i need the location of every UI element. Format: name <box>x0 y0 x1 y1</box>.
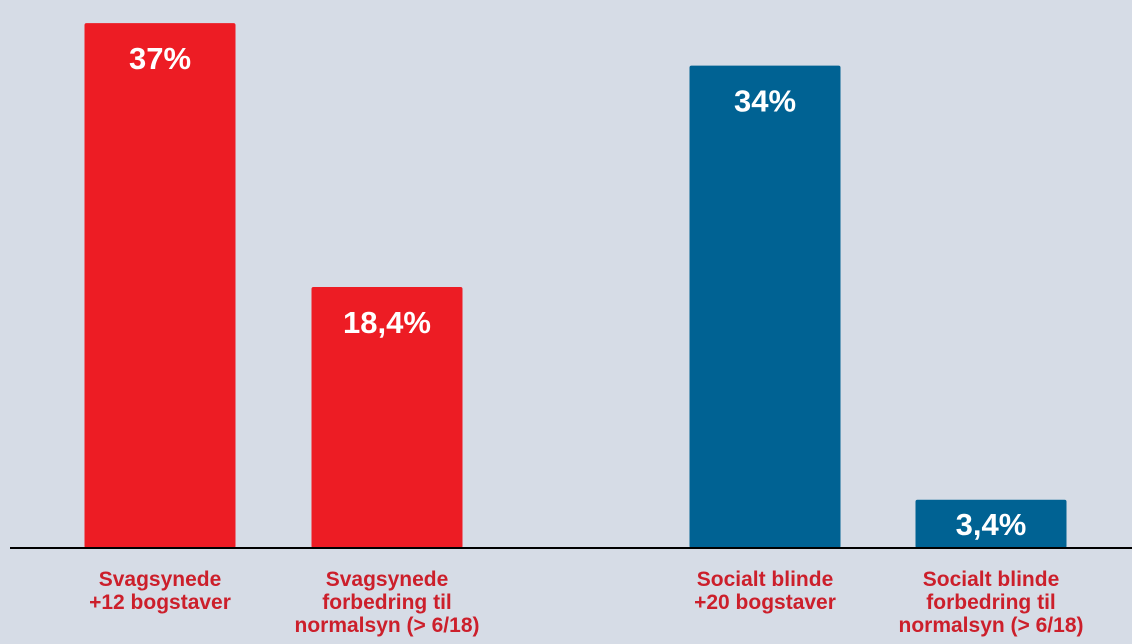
bar-value-label-1: 37% <box>129 41 191 76</box>
category-label-line: normalsyn (> 6/18) <box>899 614 1084 637</box>
category-label-line: Socialt blinde <box>697 568 834 591</box>
bar-value-label-4: 3,4% <box>956 507 1027 542</box>
bars-layer <box>84 23 1067 549</box>
bar-value-label-3: 34% <box>734 84 796 119</box>
category-label-4: Socialt blinde forbedring til normalsyn (>… <box>899 568 1084 637</box>
value-labels-layer: 37% 18,4% 34% 3,4% <box>129 41 1026 542</box>
bar-4 <box>915 499 1067 548</box>
category-label-2: Svagsynede forbedring til normalsyn (> 6/1… <box>295 568 480 637</box>
bar-1 <box>84 23 236 549</box>
category-label-3: Socialt blinde +20 bogstaver <box>694 568 836 614</box>
bar-2 <box>311 286 463 548</box>
category-label-line: forbedring til <box>926 591 1056 614</box>
category-label-line: Svagsynede <box>326 568 449 591</box>
bar-value-label-2: 18,4% <box>343 305 431 340</box>
category-label-line: Svagsynede <box>99 568 222 591</box>
category-label-line: +12 bogstaver <box>89 591 231 614</box>
category-label-line: forbedring til <box>322 591 452 614</box>
category-label-1: Svagsynede +12 bogstaver <box>89 568 231 614</box>
bar-3 <box>689 65 841 549</box>
category-label-line: +20 bogstaver <box>694 591 836 614</box>
category-label-line: Socialt blinde <box>923 568 1060 591</box>
category-label-line: normalsyn (> 6/18) <box>295 614 480 637</box>
